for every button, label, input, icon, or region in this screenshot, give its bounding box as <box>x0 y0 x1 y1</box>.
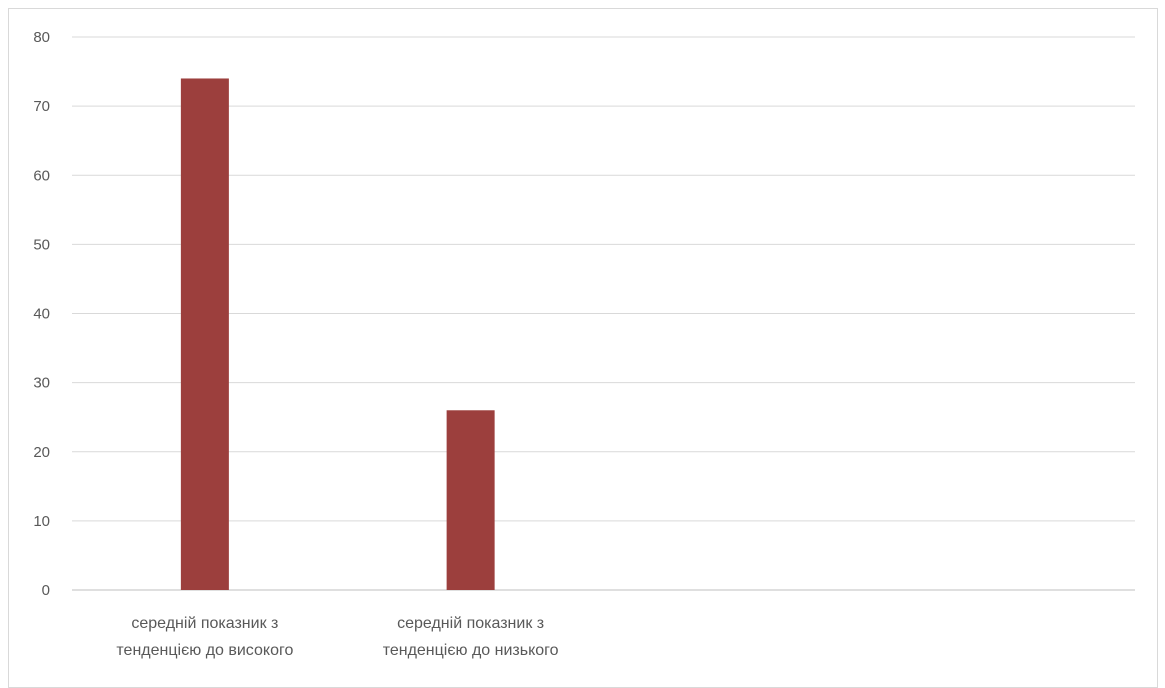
y-tick-label: 0 <box>42 582 50 599</box>
x-category-label: тенденцією до високого <box>116 642 293 659</box>
y-tick-label: 30 <box>33 375 50 392</box>
x-category-label: середній показник з <box>397 615 544 632</box>
x-category-label: тенденцією до низького <box>383 642 559 659</box>
bar <box>446 410 495 590</box>
gridlines <box>72 36 1135 591</box>
y-tick-label: 70 <box>33 98 50 115</box>
y-tick-label: 50 <box>33 236 50 253</box>
bar <box>180 78 229 590</box>
x-category-label: середній показник з <box>131 615 278 632</box>
y-tick-label: 60 <box>33 167 50 184</box>
y-tick-label: 10 <box>33 513 50 530</box>
y-tick-label: 20 <box>33 444 50 461</box>
bars <box>180 78 495 590</box>
x-axis-labels: середній показник з тенденцією до високог… <box>116 615 558 659</box>
y-tick-label: 40 <box>33 306 50 323</box>
y-axis-ticks: 0 10 20 30 40 50 60 70 80 <box>33 29 50 599</box>
y-tick-label: 80 <box>33 29 50 46</box>
